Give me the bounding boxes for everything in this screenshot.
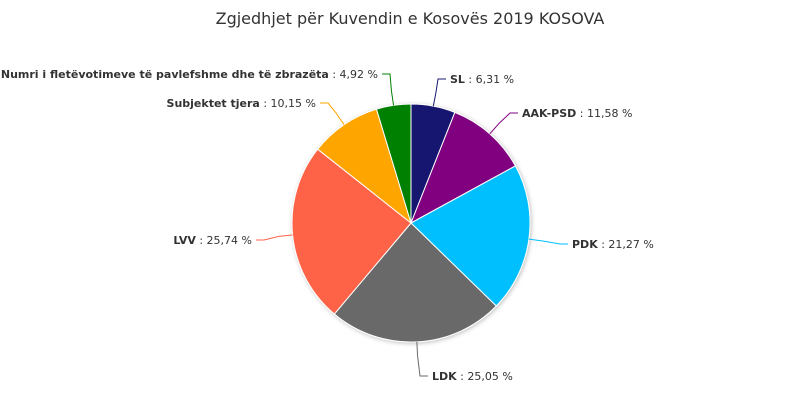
slice-label-name: Subjektet tjera [167,97,260,110]
slice-label-value: : 21,27 % [598,238,654,251]
pie-slice-aak-psd[interactable] [410,111,517,225]
slice-label-value: : 25,05 % [457,370,513,383]
connector-subjektet-tjera [320,102,345,125]
slice-label-value: : 4,92 % [329,68,378,81]
slice-label-name: LDK [432,370,457,383]
slice-label-pdk: PDK : 21,27 % [572,238,654,251]
slice-label-value: : 11,58 % [576,107,632,120]
connector-lvv [256,234,293,241]
label-connectors [256,73,568,377]
slice-label-value: : 6,31 % [465,73,514,86]
slice-label-subjektet-tjera: Subjektet tjera : 10,15 % [167,97,316,110]
slice-label-value: : 25,74 % [196,234,252,247]
slice-label-name: SL [450,73,465,86]
slice-label-name: Numri i fletëvotimeve të pavlefshme dhe … [1,68,329,81]
connector-sl [432,78,446,107]
pie-slices [291,103,531,343]
slice-label-name: PDK [572,238,598,251]
connector-numri-i-fletevotimeve-te-pavlefshme-dhe-te-zbrazeta [382,73,395,106]
slice-label-numri-i-fletevotimeve-te-pavlefshme-dhe-te-zbrazeta: Numri i fletëvotimeve të pavlefshme dhe … [1,68,378,81]
connector-aak-psd [489,112,518,135]
slice-label-sl: SL : 6,31 % [450,73,514,86]
pie-slice-ldk[interactable] [333,222,497,343]
slice-label-aak-psd: AAK-PSD : 11,58 % [522,107,632,120]
pie-slice-pdk[interactable] [410,165,531,307]
slice-labels: SL : 6,31 % AAK-PSD : 11,58 % PDK : 21,27 … [1,68,654,383]
pie-slice-lvv[interactable] [291,148,412,315]
slice-label-value: : 10,15 % [260,97,316,110]
slice-label-ldk: LDK : 25,05 % [432,370,513,383]
slice-label-lvv: LVV : 25,74 % [173,234,252,247]
slice-label-name: AAK-PSD [522,107,576,120]
slice-label-name: LVV [173,234,196,247]
chart-title: Zgjedhjet për Kuvendin e Kosovës 2019 KO… [216,9,605,28]
connector-ldk [416,341,428,377]
connector-pdk [528,238,568,245]
